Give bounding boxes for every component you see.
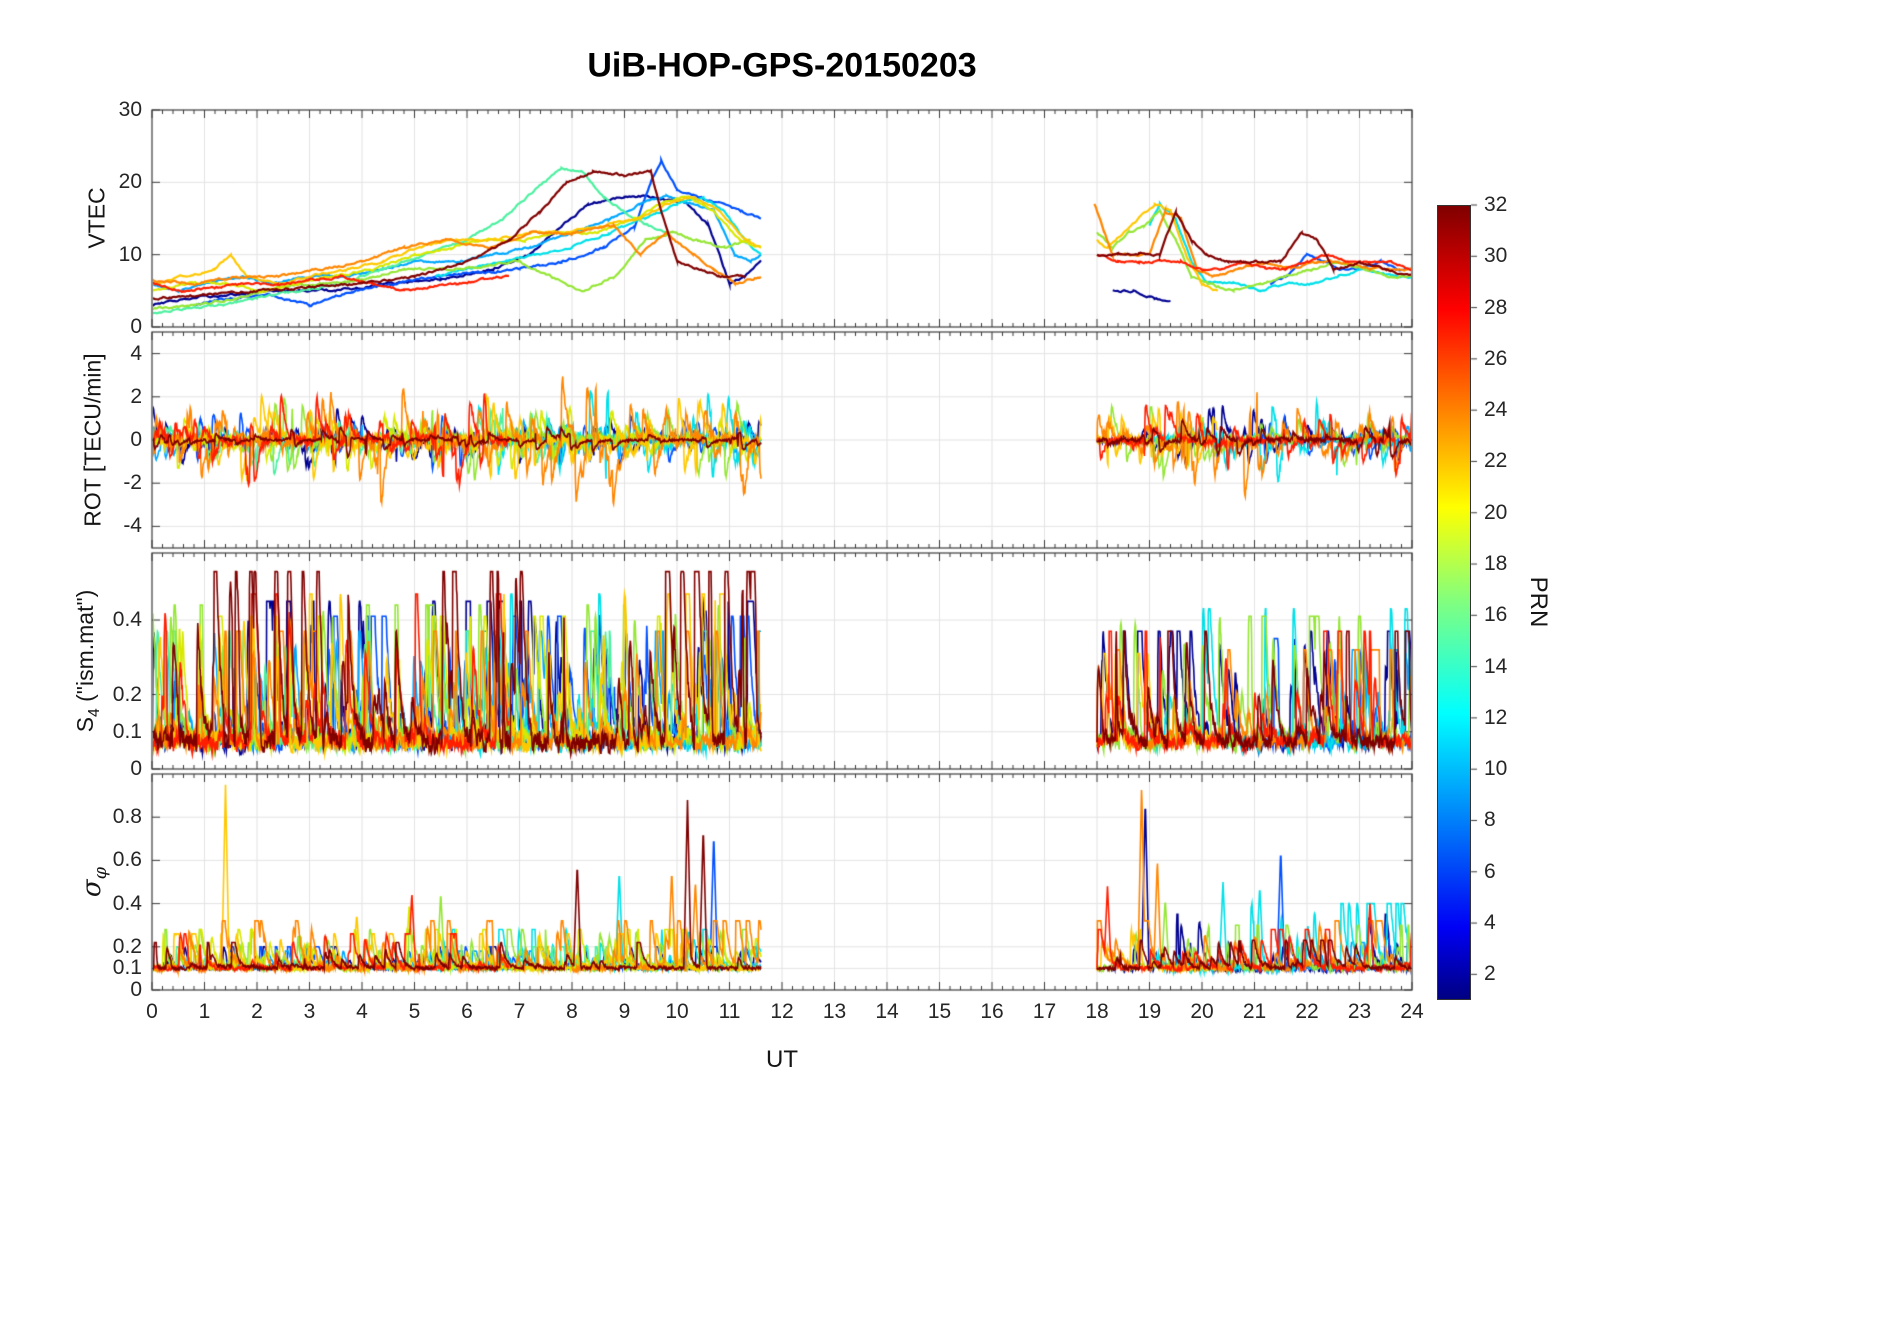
x-tick-label: 17: [1032, 1000, 1057, 1023]
colorbar-tick-label: 6: [1484, 859, 1496, 883]
chart-title: UiB-HOP-GPS-20150203: [587, 46, 977, 85]
x-tick-label: 0: [146, 1000, 158, 1023]
x-tick-label: 22: [1295, 1000, 1319, 1023]
y-tick-label: 0.2: [112, 934, 142, 958]
y-tick-label: 10: [118, 242, 142, 266]
y-tick-label: 20: [118, 170, 142, 194]
x-tick-label: 14: [875, 1000, 899, 1023]
colorbar-label: PRN: [1525, 576, 1552, 628]
y-tick-label: 0.1: [112, 956, 142, 980]
sigma-label-main: σ: [76, 879, 107, 898]
y-tick-label: 0.1: [112, 719, 142, 743]
s4-label-sub: 4: [85, 708, 103, 717]
y-tick-label: 0.6: [112, 848, 142, 872]
y-tick-label: 0.2: [112, 682, 142, 706]
x-tick-label: 16: [980, 1000, 1004, 1023]
x-tick-label: 3: [303, 1000, 316, 1023]
x-tick-label: 2: [251, 1000, 263, 1023]
s4-label-post: ("ism.mat"): [72, 589, 99, 709]
ylabel-rot: ROT [TECU/min]: [79, 353, 106, 527]
x-tick-label: 24: [1400, 1000, 1424, 1023]
ylabel-vtec: VTEC: [83, 187, 110, 249]
colorbar-tick-label: 12: [1484, 705, 1508, 729]
y-tick-label: 30: [118, 98, 142, 121]
x-tick-label: 10: [665, 1000, 689, 1023]
x-tick-label: 4: [356, 1000, 368, 1023]
y-tick-label: 0: [130, 315, 142, 338]
y-tick-label: 4: [130, 341, 142, 365]
y-tick-label: 2: [130, 384, 142, 408]
y-tick-label: 0: [130, 428, 142, 451]
colorbar-tick-label: 26: [1484, 346, 1508, 370]
x-tick-label: 8: [566, 1000, 578, 1023]
colorbar-tick-label: 30: [1484, 244, 1508, 268]
x-tick-label: 20: [1190, 1000, 1214, 1023]
colorbar-tick-label: 8: [1484, 808, 1496, 832]
x-tick-label: 12: [770, 1000, 794, 1023]
x-tick-label: 9: [618, 1000, 631, 1023]
colorbar-tick-label: 2: [1484, 962, 1496, 986]
y-tick-label: 0.8: [112, 805, 142, 829]
x-tick-label: 21: [1242, 1000, 1267, 1023]
colorbar-tick-label: 28: [1484, 295, 1508, 319]
colorbar-tick-label: 20: [1484, 500, 1508, 524]
colorbar-tick-label: 18: [1484, 552, 1508, 576]
colorbar-tick-label: 10: [1484, 757, 1508, 781]
x-tick-label: 23: [1347, 1000, 1372, 1023]
y-tick-label: -2: [123, 471, 142, 495]
x-tick-label: 19: [1137, 1000, 1162, 1023]
ylabel-sigma-phi: σφ: [77, 867, 111, 897]
colorbar: [1437, 205, 1471, 1000]
colorbar-tick-label: 24: [1484, 398, 1508, 422]
x-tick-label: 5: [408, 1000, 421, 1023]
x-tick-label: 18: [1085, 1000, 1109, 1023]
x-tick-label: 15: [927, 1000, 952, 1023]
x-tick-label: 1: [198, 1000, 211, 1023]
x-tick-label: 13: [822, 1000, 847, 1023]
y-tick-label: -4: [123, 514, 142, 538]
y-tick-label: 0: [130, 978, 142, 1001]
x-tick-label: 7: [513, 1000, 526, 1023]
y-tick-label: 0: [130, 757, 142, 780]
x-tick-label: 11: [718, 1000, 741, 1023]
colorbar-tick-label: 4: [1484, 911, 1496, 935]
x-axis-label: UT: [766, 1046, 798, 1073]
colorbar-tick-label: 16: [1484, 603, 1508, 627]
sigma-label-sub: φ: [91, 866, 112, 880]
y-tick-label: 0.4: [112, 891, 142, 915]
colorbar-tick-label: 22: [1484, 449, 1508, 473]
s4-label-main: S: [72, 716, 99, 733]
ylabel-s4: S4 ("ism.mat"): [72, 590, 104, 733]
colorbar-tick-label: 32: [1484, 193, 1508, 216]
y-tick-label: 0.4: [112, 608, 142, 632]
colorbar-tick-label: 14: [1484, 654, 1508, 678]
x-tick-label: 6: [461, 1000, 473, 1023]
